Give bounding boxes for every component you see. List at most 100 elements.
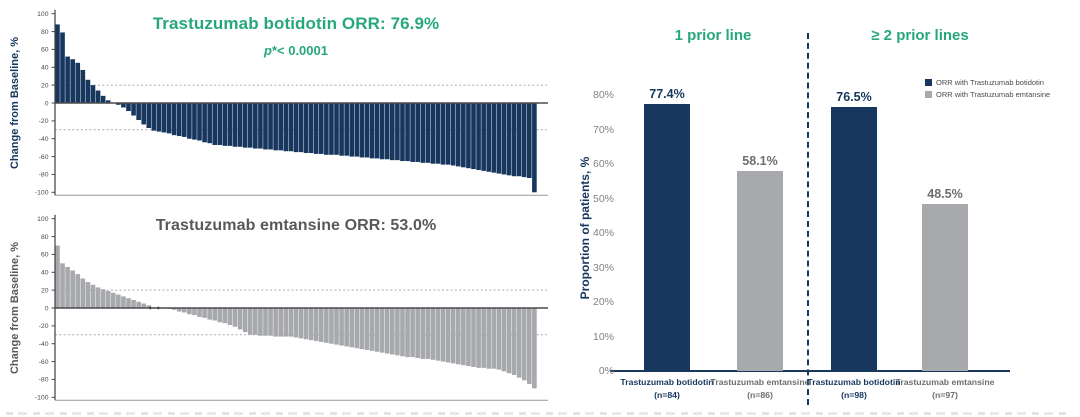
waterfall-bar [318,103,324,154]
waterfall-bar [95,90,101,103]
waterfall-bar [445,103,451,165]
waterfall-bar [374,103,380,159]
waterfall-bar [283,103,289,152]
waterfall-bar [247,308,253,335]
waterfall-bar [131,103,136,116]
y-tick-label: -60 [39,154,49,161]
waterfall-bar [410,308,415,358]
waterfall-bar [55,24,60,104]
waterfall-bar [197,308,202,317]
y-tick-label: 100 [37,11,49,18]
waterfall-plot-botidotin: 100 80 60 40 20 0 -20 -40 -60 -80 -100 [35,9,548,197]
waterfall-bar [181,308,187,313]
waterfall-bar [476,103,481,170]
waterfall-bar [288,308,294,337]
y-tick-label: -80 [39,377,49,384]
chart-title-emtansine: Trastuzumab emtansine ORR: 53.0% [155,217,437,234]
orr-bar[interactable] [922,203,968,371]
waterfall-bar [308,308,314,341]
waterfall-bar [131,299,136,308]
waterfall-bar [303,103,309,154]
waterfall-bar [253,308,258,335]
bar-value-label: 76.5% [836,90,872,105]
waterfall-bar [121,103,126,108]
waterfall-bar [197,103,202,141]
waterfall-bar [400,308,405,357]
waterfall-bar [354,103,360,157]
waterfall-bar [126,298,131,308]
waterfall-bar [222,308,228,324]
waterfall-bar [486,308,492,369]
waterfall-bar [334,103,339,155]
y-tick-label: -40 [39,136,49,143]
x-axis-label-treatment: Trastuzumab botidotin [807,377,901,387]
waterfall-bar [171,103,177,136]
group-title-2plus-prior-lines: ≥ 2 prior lines [871,27,969,44]
waterfall-bar [324,308,329,343]
waterfall-bar [364,103,370,158]
x-axis-label-n: (n=84) [654,390,680,400]
waterfall-bar [146,103,152,128]
waterfall-bar [527,308,532,384]
waterfall-bar [100,289,106,308]
x-axis-label-n: (n=98) [841,390,867,400]
waterfall-bar [227,308,233,325]
y-tick-label: 70% [592,123,614,136]
waterfall-bar [121,296,126,308]
waterfall-bar [511,308,517,375]
waterfall-bar [65,56,70,103]
waterfall-bar [293,103,299,153]
waterfall-bar [136,103,141,120]
waterfall-bar [207,103,212,144]
group-separator-line [807,33,809,405]
waterfall-bar [410,103,415,162]
orr-bar[interactable] [644,104,690,371]
waterfall-bar [501,308,507,372]
waterfall-bar [253,103,258,149]
waterfall-bar [313,103,319,154]
waterfall-bar [349,103,355,157]
waterfall-bar [100,95,106,103]
waterfall-bar [506,103,512,176]
waterfall-bar [110,292,116,308]
waterfall-bar [116,294,121,308]
y-tick-label: 40% [592,227,614,239]
x-axis-label-n: (n=86) [747,390,773,400]
y-tick-label: 60 [41,47,49,54]
waterfall-bar [237,103,243,147]
waterfall-bar [466,103,471,169]
waterfall-bar [105,100,111,103]
y-tick-label: -80 [39,172,49,179]
waterfall-bar [181,103,187,137]
waterfall-bar [293,308,299,338]
waterfall-bar [344,103,349,156]
waterfall-bar [222,103,228,146]
waterfall-bar [486,103,492,172]
waterfall-bar [116,103,121,105]
waterfall-bar [395,308,400,356]
waterfall-bar [461,308,466,366]
waterfall-bar [516,308,522,378]
waterfall-bar [60,263,65,308]
waterfall-bar [349,308,355,348]
x-axis-line [610,370,1010,372]
waterfall-bar [532,308,537,389]
waterfall-bar [318,308,324,342]
waterfall-bar [126,103,131,112]
waterfall-bar [237,308,243,330]
legend-label: ORR with Trastuzumab botidotin [936,78,1044,87]
y-tick-label: -60 [39,359,49,366]
waterfall-bar [415,103,420,162]
chart-title-botidotin: Trastuzumab botidotin ORR: 76.9% [152,14,440,33]
waterfall-bar [379,103,385,160]
waterfall-bar [298,308,304,339]
waterfall-bar [476,308,481,368]
waterfall-bar [258,103,263,149]
x-axis-label-n: (n=97) [932,390,958,400]
y-tick-label: -100 [35,395,49,402]
orr-bar[interactable] [737,170,783,371]
waterfall-bar [329,103,334,155]
orr-bar[interactable] [831,107,877,371]
waterfall-bar [491,103,497,173]
